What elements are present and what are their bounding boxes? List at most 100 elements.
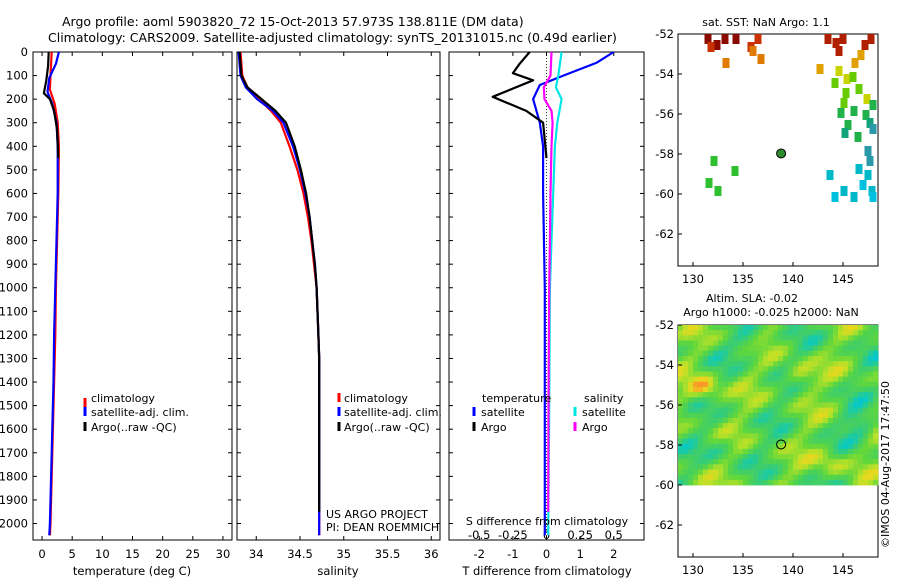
sla-cell xyxy=(688,366,694,372)
sla-cell xyxy=(828,392,834,398)
sla-cell xyxy=(813,330,819,336)
y-tick-label: 200 xyxy=(6,92,28,106)
sst-cell xyxy=(866,118,874,128)
sla-cell xyxy=(873,350,879,357)
sla-cell xyxy=(778,464,784,470)
sla-cell xyxy=(733,330,739,336)
sla-cell xyxy=(723,392,729,398)
sla-cell xyxy=(828,376,834,383)
sla-cell xyxy=(778,371,784,378)
sla-cell xyxy=(868,355,874,362)
sla-cell xyxy=(803,407,809,414)
sla-cell xyxy=(748,381,754,388)
sla-cell xyxy=(773,448,779,455)
sla-cell xyxy=(873,381,879,388)
sla-cell xyxy=(733,407,739,414)
sla-cell xyxy=(713,350,719,357)
sla-cell xyxy=(838,386,844,393)
sst-cell xyxy=(864,146,872,156)
sst-cell xyxy=(844,120,852,130)
sla-cell xyxy=(828,479,834,486)
sla-cell xyxy=(818,376,824,383)
sla-cell xyxy=(738,345,744,352)
sla-cell xyxy=(763,407,769,414)
sla-cell xyxy=(703,340,709,347)
sla-cell xyxy=(788,407,794,414)
sla-cell xyxy=(778,417,784,424)
sst-map-cells xyxy=(704,34,877,202)
sla-cell xyxy=(798,340,804,347)
sla-cell xyxy=(808,448,814,455)
sla-cell xyxy=(718,428,724,434)
sla-cell xyxy=(693,371,699,378)
sla-cell xyxy=(698,464,704,470)
y-tick-label: 900 xyxy=(6,257,28,271)
sla-cell xyxy=(753,417,759,424)
sla-cell xyxy=(828,417,834,424)
sla-cell xyxy=(748,402,754,408)
sla-cell xyxy=(873,402,879,408)
sla-cell xyxy=(728,459,734,465)
sla-cell xyxy=(868,366,874,372)
sla-cell xyxy=(703,345,709,352)
sla-cell xyxy=(703,335,709,341)
sla-cell xyxy=(768,392,774,398)
sla-cell xyxy=(703,371,709,378)
sla-cell xyxy=(763,412,769,419)
sst-cell xyxy=(840,186,848,196)
sla-cell xyxy=(833,350,839,357)
sla-cell xyxy=(788,423,794,429)
sla-cell xyxy=(818,412,824,419)
sla-cell xyxy=(703,350,709,357)
sla-cell xyxy=(818,402,824,408)
sla-cell xyxy=(873,345,879,352)
sla-cell xyxy=(733,433,739,439)
sla-cell xyxy=(743,381,749,388)
sla-cell xyxy=(838,428,844,434)
sla-cell xyxy=(808,459,814,465)
sla-cell xyxy=(703,355,709,362)
sst-cell xyxy=(835,66,843,76)
sla-cell xyxy=(703,417,709,424)
sla-cell xyxy=(803,325,809,331)
sla-cell xyxy=(833,443,839,450)
sla-cell xyxy=(773,474,779,481)
sla-cell xyxy=(828,433,834,439)
sla-cell xyxy=(868,340,874,347)
sla-cell xyxy=(818,423,824,429)
sla-cell xyxy=(743,366,749,372)
sla-cell xyxy=(873,392,879,398)
sla-cell xyxy=(688,479,694,486)
sla-cell xyxy=(703,433,709,439)
sla-cell xyxy=(758,340,764,347)
sla-cell xyxy=(818,325,824,331)
sla-cell xyxy=(778,392,784,398)
sst-cell xyxy=(757,54,765,64)
sla-cell xyxy=(683,448,689,455)
sla-map-ticks: 130 135 140 145 -52 -54 -56 -58 -60 -62 xyxy=(655,318,854,577)
sla-cell xyxy=(683,459,689,465)
sla-cell xyxy=(693,397,699,403)
sla-cell xyxy=(873,412,879,419)
sla-cell xyxy=(778,423,784,429)
sst-cell xyxy=(721,34,729,44)
sla-cell xyxy=(718,474,724,481)
sla-cell xyxy=(808,417,814,424)
sla-cell xyxy=(698,433,704,439)
sst-cell xyxy=(867,34,875,44)
sla-cell xyxy=(828,397,834,403)
sla-cell xyxy=(788,454,794,460)
sla-cell xyxy=(723,361,729,367)
sst-cell xyxy=(862,110,870,120)
sla-cell xyxy=(858,417,864,424)
sla-cell xyxy=(783,366,789,372)
sla-cell xyxy=(703,464,709,470)
sla-cell xyxy=(768,330,774,336)
sla-cell xyxy=(778,386,784,393)
sla-cell xyxy=(753,345,759,352)
sla-cell xyxy=(713,392,719,398)
sla-cell xyxy=(783,381,789,388)
sla-cell xyxy=(818,361,824,367)
sla-cell xyxy=(823,330,829,336)
